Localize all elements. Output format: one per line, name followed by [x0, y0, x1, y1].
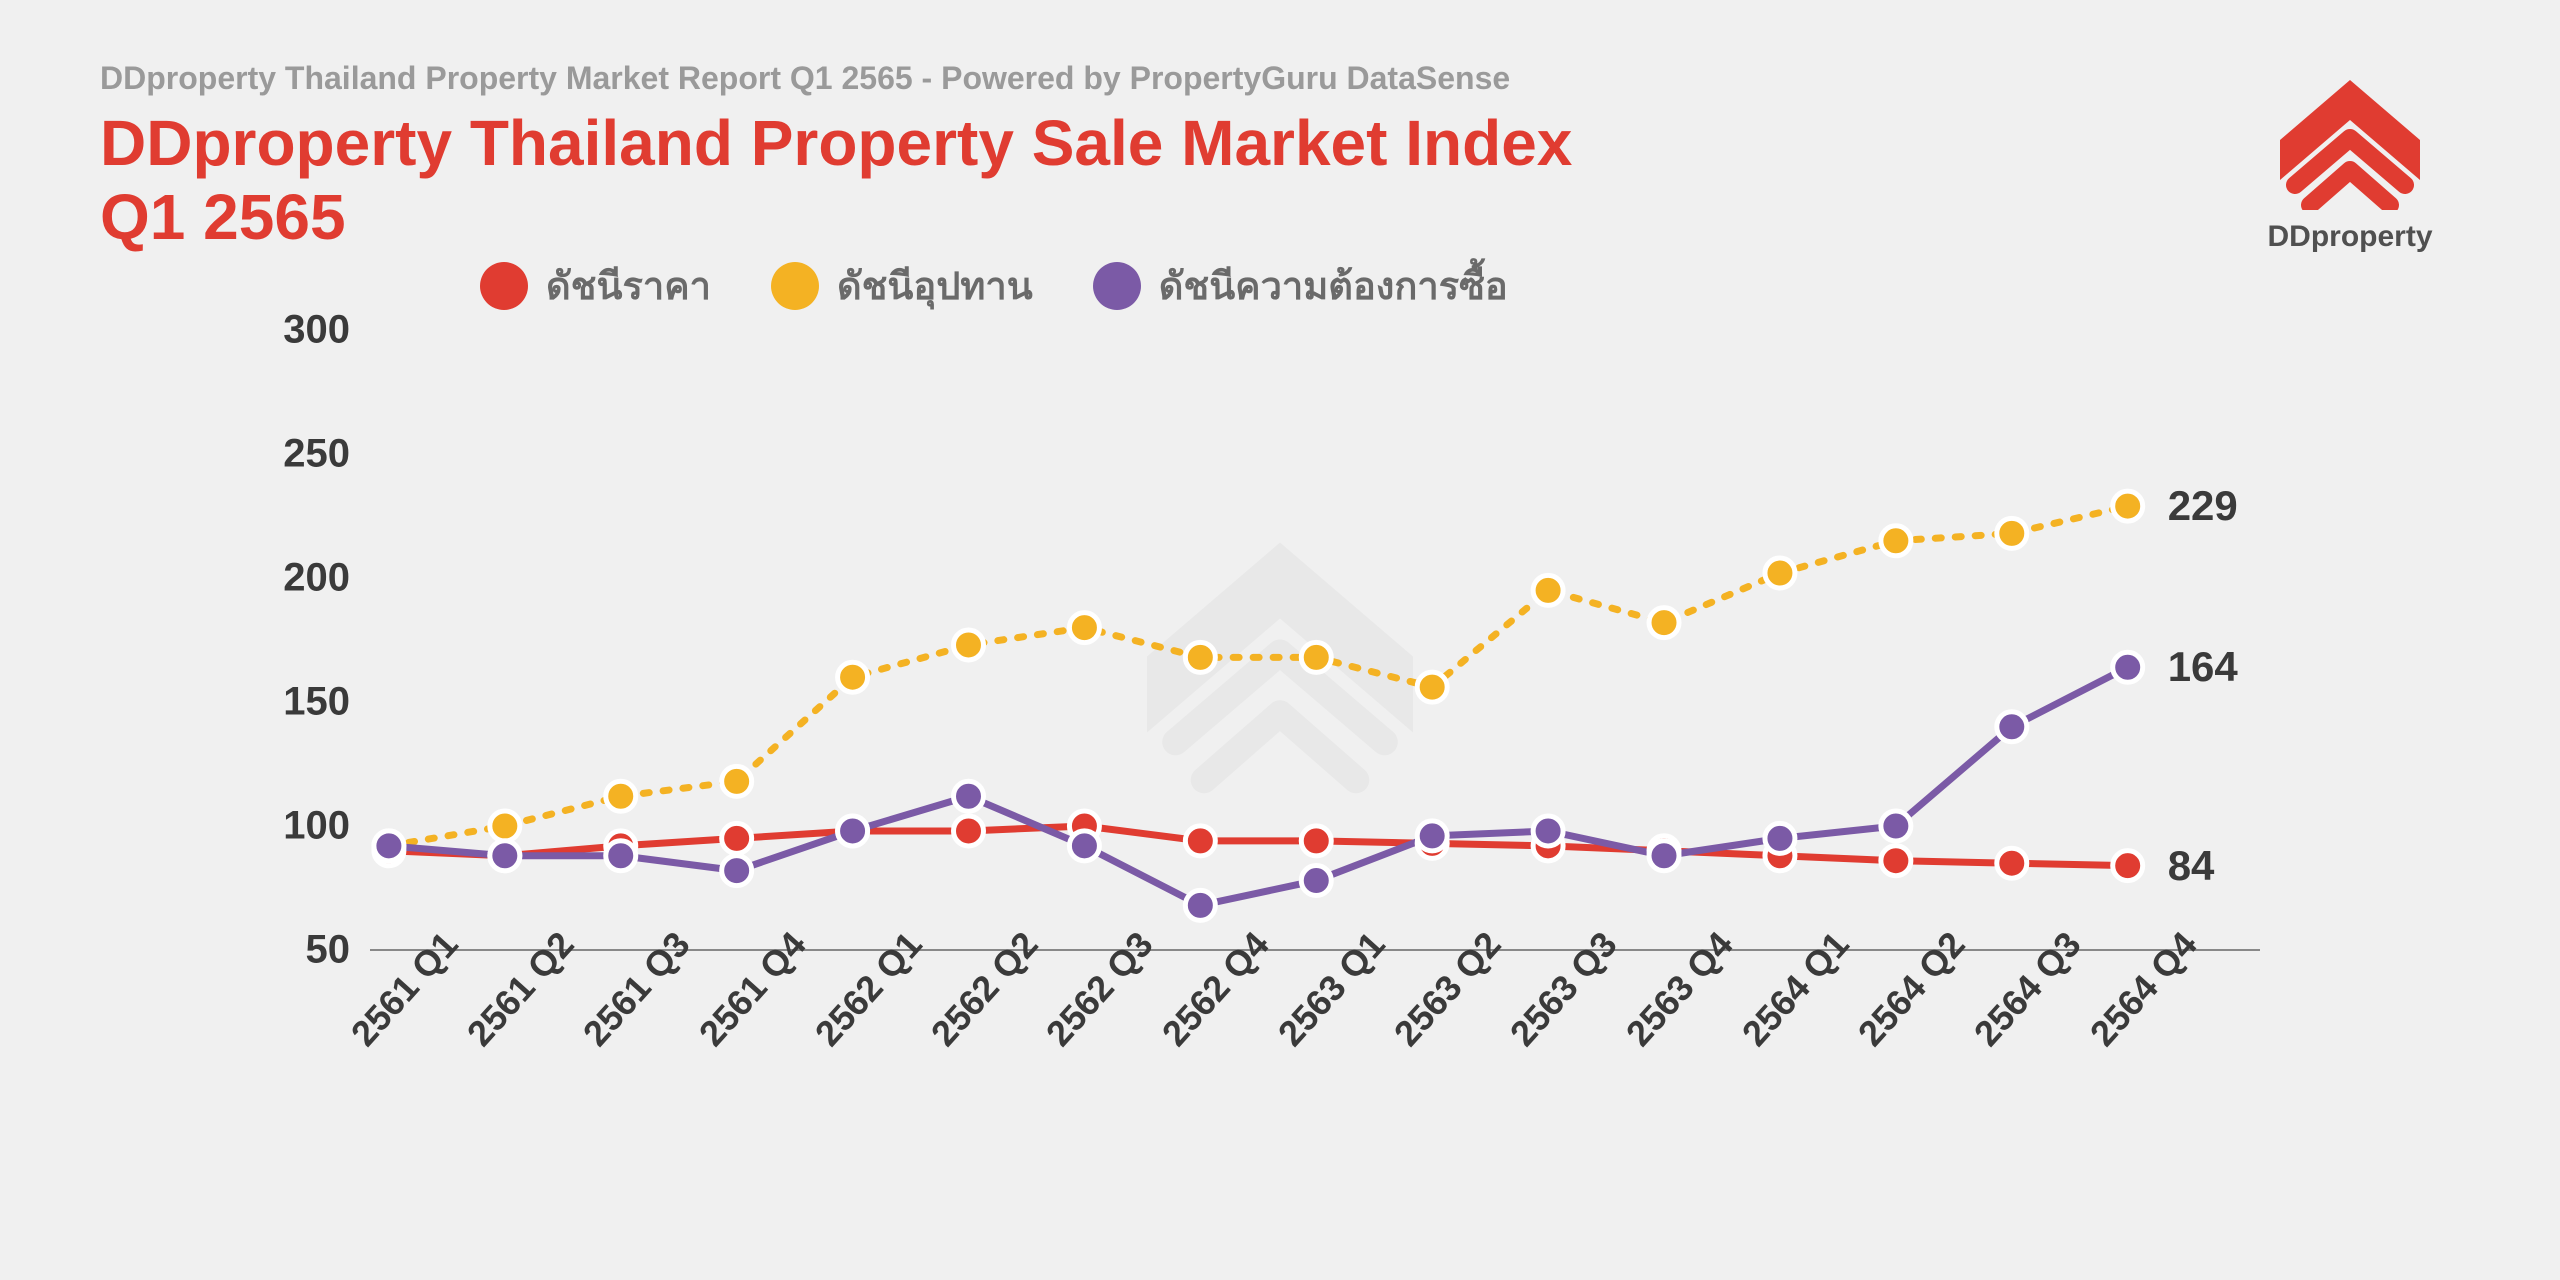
- series-marker-supply_index: [1533, 575, 1563, 605]
- series-marker-demand_index: [838, 816, 868, 846]
- series-marker-demand_index: [1765, 823, 1795, 853]
- series-marker-price_index: [1881, 846, 1911, 876]
- series-marker-supply_index: [2113, 491, 2143, 521]
- series-marker-supply_index: [1185, 642, 1215, 672]
- legend-label: ดัชนีความต้องการซื้อ: [1159, 255, 1508, 316]
- legend-label: ดัชนีราคา: [546, 255, 711, 316]
- chart-area: 50100150200250300 2561 Q12561 Q22561 Q32…: [180, 330, 2280, 1080]
- series-marker-demand_index: [1649, 841, 1679, 871]
- series-line-supply_index: [389, 506, 2128, 846]
- series-marker-demand_index: [374, 831, 404, 861]
- report-title: DDproperty Thailand Property Sale Market…: [100, 107, 2460, 254]
- series-marker-demand_index: [954, 781, 984, 811]
- series-marker-demand_index: [490, 841, 520, 871]
- series-marker-price_index: [954, 816, 984, 846]
- series-marker-supply_index: [1069, 613, 1099, 643]
- report-subtitle: DDproperty Thailand Property Market Repo…: [100, 60, 2460, 97]
- house-chevron-icon: [2250, 50, 2450, 210]
- series-marker-supply_index: [1765, 558, 1795, 588]
- series-marker-demand_index: [1185, 890, 1215, 920]
- y-tick: 200: [260, 556, 350, 601]
- y-tick: 250: [260, 432, 350, 477]
- y-tick: 50: [260, 928, 350, 973]
- series-marker-demand_index: [606, 841, 636, 871]
- legend-dot-icon: [480, 262, 528, 310]
- series-marker-demand_index: [1997, 712, 2027, 742]
- series-marker-price_index: [1997, 848, 2027, 878]
- series-marker-price_index: [722, 823, 752, 853]
- legend-item-price_index: ดัชนีราคา: [480, 255, 711, 316]
- series-marker-demand_index: [1417, 821, 1447, 851]
- series-marker-price_index: [1301, 826, 1331, 856]
- series-marker-demand_index: [1533, 816, 1563, 846]
- brand-logo: DDproperty: [2250, 50, 2450, 254]
- series-marker-demand_index: [1069, 831, 1099, 861]
- legend-dot-icon: [771, 262, 819, 310]
- end-label-price_index: 84: [2168, 842, 2215, 890]
- series-marker-supply_index: [1997, 518, 2027, 548]
- legend-item-demand_index: ดัชนีความต้องการซื้อ: [1093, 255, 1508, 316]
- series-marker-price_index: [1185, 826, 1215, 856]
- legend-label: ดัชนีอุปทาน: [837, 255, 1033, 316]
- series-marker-supply_index: [1417, 672, 1447, 702]
- y-tick: 100: [260, 804, 350, 849]
- series-marker-supply_index: [838, 662, 868, 692]
- y-tick: 150: [260, 680, 350, 725]
- series-marker-supply_index: [1301, 642, 1331, 672]
- series-marker-demand_index: [2113, 652, 2143, 682]
- y-tick: 300: [260, 308, 350, 353]
- series-marker-demand_index: [1301, 866, 1331, 896]
- legend-dot-icon: [1093, 262, 1141, 310]
- series-marker-supply_index: [1881, 526, 1911, 556]
- series-marker-supply_index: [722, 766, 752, 796]
- end-label-demand_index: 164: [2168, 643, 2238, 691]
- series-line-demand_index: [389, 667, 2128, 905]
- series-marker-supply_index: [606, 781, 636, 811]
- legend-item-supply_index: ดัชนีอุปทาน: [771, 255, 1033, 316]
- series-marker-demand_index: [1881, 811, 1911, 841]
- series-marker-supply_index: [490, 811, 520, 841]
- series-marker-demand_index: [722, 856, 752, 886]
- series-marker-supply_index: [1649, 608, 1679, 638]
- series-marker-supply_index: [954, 630, 984, 660]
- plot: [370, 330, 2260, 950]
- end-label-supply_index: 229: [2168, 482, 2238, 530]
- series-marker-price_index: [2113, 851, 2143, 881]
- x-axis: 2561 Q12561 Q22561 Q32561 Q42562 Q12562 …: [370, 960, 2260, 1080]
- legend: ดัชนีราคา ดัชนีอุปทาน ดัชนีความต้องการซื้อ: [480, 255, 1508, 316]
